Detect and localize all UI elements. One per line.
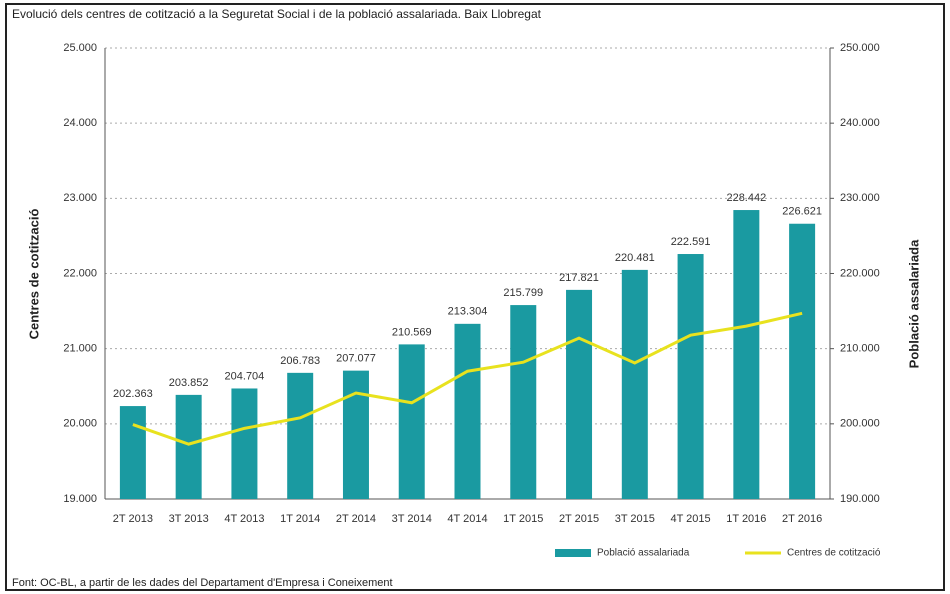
bar xyxy=(789,223,816,499)
data-label: 204.704 xyxy=(225,370,265,382)
y-axis-label: Centres de cotització xyxy=(26,209,41,340)
bar xyxy=(342,370,369,499)
x-tick-label: 2T 2014 xyxy=(336,513,376,525)
data-label: 228.442 xyxy=(726,192,766,204)
y-tick-label: 21.000 xyxy=(63,343,97,355)
y2-axis-label: Població assalariada xyxy=(906,239,921,368)
chart-title: Evolució dels centres de cotització a la… xyxy=(12,7,542,21)
y-tick-label: 20.000 xyxy=(63,418,97,430)
data-label: 202.363 xyxy=(113,388,153,400)
x-tick-label: 2T 2015 xyxy=(559,513,599,525)
x-tick-label: 3T 2013 xyxy=(169,513,209,525)
data-label: 206.783 xyxy=(280,355,320,367)
x-tick-label: 1T 2016 xyxy=(726,513,766,525)
bar xyxy=(231,388,258,499)
data-label: 207.077 xyxy=(336,353,376,365)
x-tick-label: 3T 2014 xyxy=(392,513,432,525)
y2-tick-label: 210.000 xyxy=(840,343,880,355)
bar xyxy=(398,344,425,499)
y-tick-label: 24.000 xyxy=(63,117,97,129)
y2-tick-label: 220.000 xyxy=(840,267,880,279)
bar xyxy=(733,210,760,499)
line xyxy=(132,311,803,446)
bar xyxy=(119,406,146,499)
y-tick-label: 25.000 xyxy=(63,42,97,54)
bar xyxy=(677,254,704,499)
x-tick-label: 2T 2016 xyxy=(782,513,822,525)
data-label: 222.591 xyxy=(671,236,711,248)
data-label: 215.799 xyxy=(503,287,543,299)
y-tick-label: 23.000 xyxy=(63,192,97,204)
bar xyxy=(566,289,593,499)
x-tick-label: 1T 2014 xyxy=(280,513,320,525)
legend-label: Centres de cotització xyxy=(787,548,881,559)
y2-tick-label: 250.000 xyxy=(840,42,880,54)
y2-tick-label: 200.000 xyxy=(840,418,880,430)
bar xyxy=(287,372,314,499)
bar xyxy=(510,305,537,499)
data-label: 220.481 xyxy=(615,252,655,264)
data-label: 226.621 xyxy=(782,206,822,218)
bar xyxy=(175,394,202,499)
y2-tick-label: 190.000 xyxy=(840,493,880,505)
x-tick-label: 4T 2014 xyxy=(447,513,487,525)
y2-tick-label: 230.000 xyxy=(840,192,880,204)
x-tick-label: 1T 2015 xyxy=(503,513,543,525)
source: Font: OC-BL, a partir de les dades del D… xyxy=(12,577,393,589)
x-tick-label: 4T 2015 xyxy=(670,513,710,525)
x-tick-label: 3T 2015 xyxy=(615,513,655,525)
x-tick-label: 2T 2013 xyxy=(113,513,153,525)
data-label: 203.852 xyxy=(169,377,209,389)
y-tick-label: 22.000 xyxy=(63,267,97,279)
data-label: 217.821 xyxy=(559,272,599,284)
bar xyxy=(454,323,481,499)
legend-label: Població assalariada xyxy=(597,548,690,559)
data-label: 210.569 xyxy=(392,326,432,338)
y-tick-label: 19.000 xyxy=(63,493,97,505)
legend-swatch xyxy=(555,549,591,557)
bar xyxy=(621,269,648,499)
data-label: 213.304 xyxy=(448,306,488,318)
x-tick-label: 4T 2013 xyxy=(224,513,264,525)
y2-tick-label: 240.000 xyxy=(840,117,880,129)
